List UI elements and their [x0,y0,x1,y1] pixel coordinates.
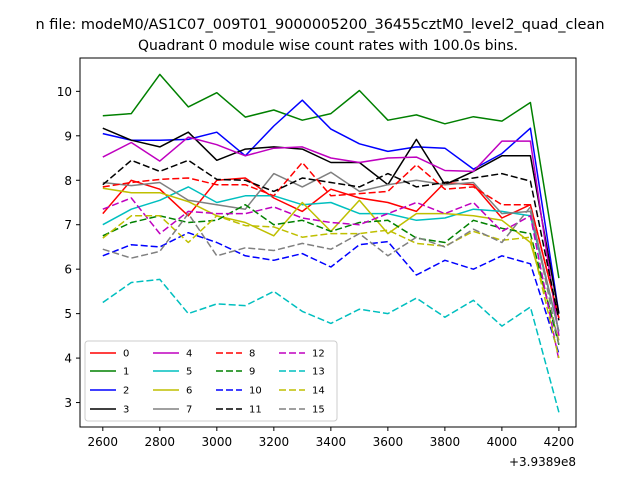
y-tick-label: 8 [64,174,72,188]
series-line-15 [102,206,560,345]
x-tick-label: 3800 [430,435,461,449]
series-line-3 [102,127,560,314]
y-tick-label: 3 [64,396,72,410]
x-tick-label: 3400 [316,435,347,449]
x-axis-offset-label: +3.9389e8 [509,455,576,469]
series-line-11 [102,159,560,321]
figure-suptitle: n file: modeM0/AS1C07_009T01_9000005200_… [35,17,604,33]
x-tick-label: 2800 [145,435,176,449]
x-axis: 2600 2800 3000 3200 3400 3600 3800 4000 4200 [88,427,575,449]
legend-label-3: 3 [123,405,129,416]
y-axis: 3 4 5 6 7 8 9 10 [57,85,80,410]
x-tick-label: 2600 [88,435,119,449]
series-line-13 [102,278,560,413]
series-line-14 [102,215,560,359]
x-tick-label: 3200 [259,435,290,449]
y-tick-label: 5 [64,307,72,321]
legend-label-8: 8 [249,349,255,360]
series-line-10 [102,231,560,354]
legend-label-2: 2 [123,386,129,397]
series-line-5 [102,186,560,332]
y-tick-label: 7 [64,218,72,232]
legend-label-6: 6 [186,386,192,397]
series-lines [102,73,560,413]
x-tick-label: 3600 [373,435,404,449]
series-line-2 [102,99,560,314]
legend-label-4: 4 [186,349,192,360]
legend-label-0: 0 [123,349,129,360]
axes-frame [79,57,577,428]
y-tick-label: 6 [64,263,72,277]
x-tick-label: 3000 [202,435,233,449]
legend-label-12: 12 [312,349,325,360]
legend-label-13: 13 [312,367,325,378]
y-tick-label: 4 [64,352,72,366]
legend-label-5: 5 [186,367,192,378]
legend-label-15: 15 [312,405,325,416]
legend-label-1: 1 [123,367,129,378]
legend-label-7: 7 [186,405,192,416]
legend-label-14: 14 [312,386,325,397]
chart-title: Quadrant 0 module wise count rates with … [138,38,518,54]
legend-label-11: 11 [249,405,262,416]
legend-frame [84,340,338,422]
legend-label-10: 10 [249,386,262,397]
x-tick-label: 4000 [487,435,518,449]
y-tick-label: 9 [64,129,72,143]
series-line-12 [102,197,560,361]
series-line-0 [102,177,560,319]
y-tick-label: 10 [57,85,72,99]
plot-area: 2600 2800 3000 3200 3400 3600 3800 4000 4200 3 4 5… [57,57,577,449]
series-line-1 [102,73,560,279]
series-line-4 [102,136,560,337]
series-line-8 [102,161,560,319]
legend-label-9: 9 [249,367,255,378]
x-tick-label: 4200 [544,435,575,449]
series-line-9 [102,203,560,345]
